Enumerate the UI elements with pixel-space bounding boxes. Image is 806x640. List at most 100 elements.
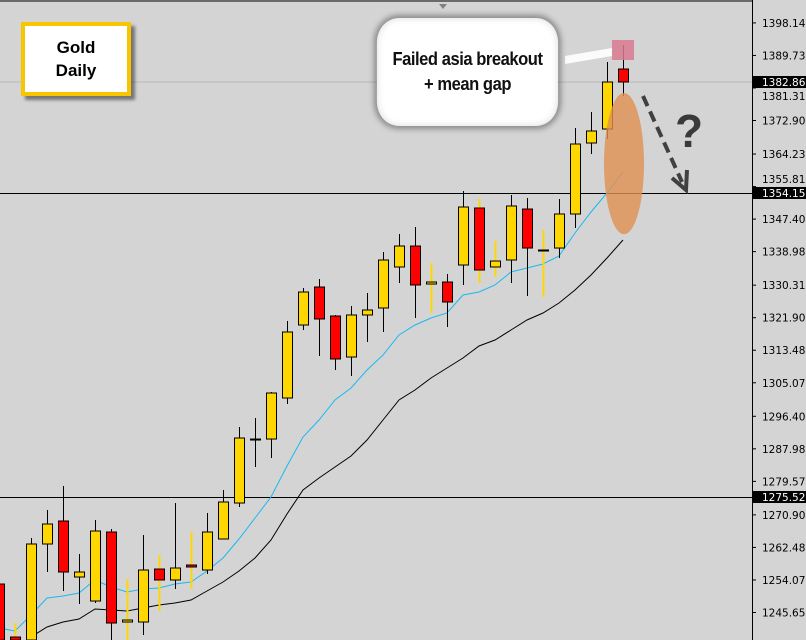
bear-candle-body: [410, 245, 421, 286]
bull-candle-body: [538, 249, 549, 252]
callout-line-1: Failed asia breakout: [392, 49, 543, 69]
price-tag: [753, 490, 806, 503]
slow-moving-average-line: [30, 239, 624, 638]
bear-candle-body: [154, 568, 165, 581]
y-tick-label: 1245.655: [762, 607, 806, 619]
bull-candle-body: [122, 619, 133, 623]
candle: [554, 199, 565, 259]
bear-candle-body: [0, 583, 5, 640]
candle: [586, 112, 597, 154]
y-tick-label: 1270.900: [762, 510, 806, 522]
candle: [0, 583, 5, 640]
timeframe-label: Daily: [55, 61, 97, 80]
candle: [42, 510, 53, 573]
candle: [298, 288, 309, 330]
dashed-arrow-head: [670, 169, 689, 195]
candle: [362, 292, 373, 343]
price-tag: [753, 76, 806, 89]
bear-candle-body: [314, 286, 325, 320]
candle: [186, 532, 197, 590]
bull-candle-body: [170, 567, 181, 581]
chart-shift-marker: [439, 4, 447, 9]
bull-candle-body: [554, 213, 565, 249]
candle: [218, 490, 229, 540]
candle: [522, 197, 533, 297]
y-tick-label: 1381.315: [762, 91, 806, 103]
candle: [74, 554, 85, 605]
y-tick-label: 1389.730: [762, 50, 806, 62]
candle: [458, 190, 469, 285]
candle: [474, 199, 485, 284]
bull-candle-body: [138, 569, 149, 623]
candle: [90, 520, 101, 603]
candle: [314, 278, 325, 357]
candle: [410, 226, 421, 319]
candle: [378, 252, 389, 333]
bear-candle-body: [618, 68, 629, 83]
bull-candle-body: [282, 331, 293, 399]
dashed-arrow-shaft: [641, 95, 684, 183]
candle: [282, 321, 293, 404]
candle: [154, 555, 165, 612]
candle: [442, 274, 453, 328]
y-tick-label: 1262.485: [762, 542, 806, 554]
candle: [330, 314, 341, 371]
candle: [250, 417, 261, 468]
bull-candle-body: [458, 206, 469, 266]
candle: [506, 195, 517, 284]
candle: [538, 230, 549, 298]
candle: [106, 528, 117, 640]
bear-candle-body: [522, 208, 533, 249]
y-tick-label: 1254.070: [762, 575, 806, 587]
bear-candle-body: [186, 564, 197, 568]
candle: [170, 503, 181, 590]
mean-gap-ellipse: [604, 93, 644, 235]
bear-candle-body: [474, 207, 485, 271]
candle: [26, 538, 37, 640]
price-tag-label: 1382.860: [762, 77, 806, 89]
bull-candle-body: [586, 130, 597, 144]
y-tick-label: 1347.400: [762, 214, 806, 226]
bull-candle-body: [346, 314, 357, 358]
candle: [10, 623, 21, 640]
bull-candle-body: [218, 501, 229, 540]
bull-candle-body: [506, 205, 517, 261]
candle: [58, 486, 69, 592]
bull-candle-body: [394, 245, 405, 268]
y-tick-label: 1372.900: [762, 116, 806, 128]
y-tick-label: 1279.570: [762, 476, 806, 488]
candle: [122, 579, 133, 640]
y-tick-label: 1287.985: [762, 444, 806, 456]
bull-candle-body: [90, 530, 101, 602]
bull-candle-body: [42, 523, 53, 545]
bear-candle-body: [106, 531, 117, 624]
bear-candle-body: [442, 281, 453, 303]
callout-line-2: + mean gap: [424, 74, 511, 94]
candle: [490, 240, 501, 278]
price-tag: [753, 187, 806, 199]
candle: [234, 427, 245, 507]
bull-candle-body: [426, 281, 437, 285]
bull-candle-body: [26, 543, 37, 640]
candle: [394, 233, 405, 284]
candle: [266, 392, 277, 459]
candle: [346, 306, 357, 377]
bull-candle-body: [378, 259, 389, 309]
highlight-square: [612, 40, 634, 61]
question-mark: ?: [675, 105, 703, 157]
candle: [202, 512, 213, 575]
bull-candle-body: [490, 260, 501, 268]
bull-candle-body: [362, 309, 373, 316]
bull-candle-body: [74, 571, 85, 578]
y-tick-label: 1330.315: [762, 280, 806, 292]
callout-pointer: [565, 48, 612, 64]
callout-bubble: Failed asia breakout + mean gap: [376, 18, 559, 126]
bull-candle-body: [298, 291, 309, 326]
price-tag-label: 1354.152: [762, 188, 806, 200]
y-tick-label: 1398.145: [762, 18, 806, 30]
y-tick-label: 1338.985: [762, 247, 806, 259]
bull-candle-body: [234, 437, 245, 504]
symbol-label: Gold: [56, 38, 96, 57]
y-tick-label: 1313.485: [762, 345, 806, 357]
